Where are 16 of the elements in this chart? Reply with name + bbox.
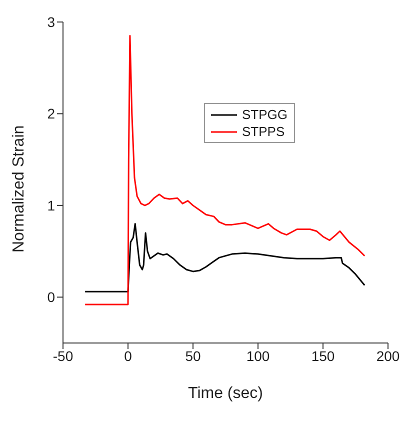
- y-tick-label: 0: [47, 289, 56, 306]
- x-tick-label: 150: [311, 348, 335, 364]
- x-tick-label: 0: [124, 348, 132, 364]
- x-tick-label: 200: [376, 348, 400, 364]
- x-axis-title: Time (sec): [188, 385, 263, 402]
- y-tick-label: 2: [47, 106, 56, 122]
- x-tick-label: 100: [246, 348, 270, 364]
- x-tick-label: -50: [52, 348, 74, 364]
- y-tick-label: 1: [47, 197, 56, 214]
- y-axis-title: Normalized Strain: [10, 125, 28, 252]
- line-series: [84, 35, 366, 306]
- line-series: [84, 223, 366, 292]
- legend-label: STPGG: [242, 106, 288, 123]
- y-tick-label: 3: [47, 14, 56, 30]
- legend-label: STPPS: [242, 123, 285, 140]
- x-tick-label: 50: [185, 348, 201, 364]
